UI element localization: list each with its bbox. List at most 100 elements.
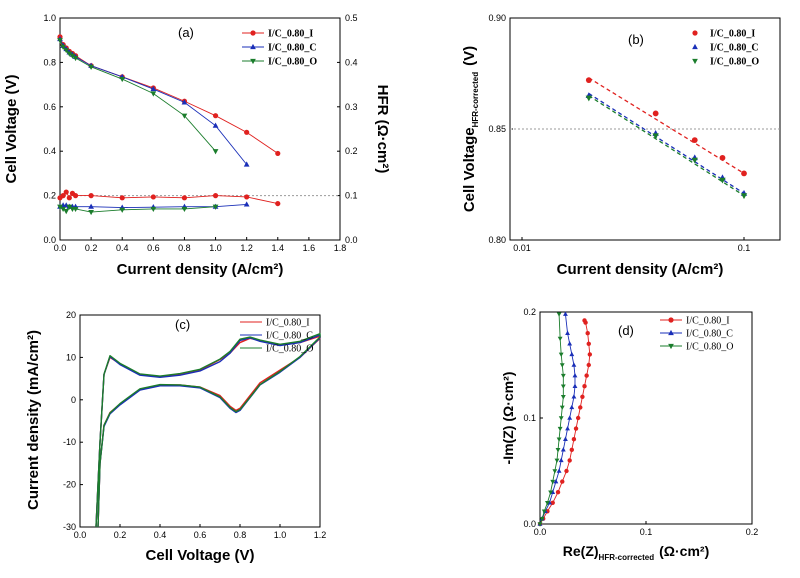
panel-c-ytick-label: -30 — [63, 522, 76, 532]
panel-a-data-point — [63, 48, 70, 54]
panel-d-data-point — [567, 458, 572, 463]
panel-d-data-point — [571, 437, 577, 442]
panel-b-data-point — [719, 177, 726, 184]
panel-c-ytick-label: 10 — [66, 352, 76, 362]
legend-entry: I/C_0.80_O — [268, 57, 317, 68]
legend-marker — [668, 329, 674, 336]
panel-d-plot-area — [537, 311, 593, 527]
panel-a-ytick-label: 0.2 — [43, 191, 56, 201]
panel-d-data-point — [585, 331, 590, 336]
panel-d-data-point — [539, 516, 545, 522]
panel-a-plot-area — [57, 34, 340, 216]
panel-a-ytick-label: 0.4 — [43, 146, 56, 156]
panel-d-data-point — [587, 352, 593, 357]
panel-a-data-point — [88, 209, 94, 216]
panel-d-data-point — [555, 448, 561, 453]
panel-d-xlabel-sub: HFR-corrected — [599, 553, 655, 562]
panel-a-xtick-label: 1.8 — [334, 243, 347, 253]
panel-d-data-point — [554, 458, 560, 464]
panel-a-ytick-label: 0.2 — [345, 146, 358, 156]
panel-d-data-point — [563, 436, 568, 441]
panel-d-data-point — [571, 362, 577, 367]
panel-a-data-point — [66, 51, 73, 57]
panel-a-y2label: HFR (Ω·cm²) — [374, 85, 391, 174]
legend-entry: I/C_0.80_O — [710, 57, 759, 68]
panel-a-frame — [59, 17, 341, 241]
panel-a-data-point — [243, 161, 250, 167]
panel-c-ytick-label: -10 — [63, 437, 76, 447]
panel-a-label: (a) — [178, 25, 194, 40]
panel-a-data-point — [275, 200, 281, 207]
panel-a-xtick-label: 0.6 — [147, 243, 160, 253]
legend-entry: I/C_0.80_I — [686, 316, 730, 327]
legend-entry: I/C_0.80_I — [710, 29, 755, 40]
panel-a-ytick-label: 0.8 — [43, 57, 56, 67]
panel-a-ytick-label: 0.0 — [43, 235, 56, 245]
panel-d-data-point — [558, 457, 564, 463]
panel-a-data-point — [60, 193, 66, 199]
panel-d-label: (d) — [618, 323, 634, 338]
panel-a-data-point — [57, 204, 63, 210]
panel-d-data-point — [559, 405, 565, 411]
panel-d-xtick-label: 0.0 — [534, 527, 547, 537]
panel-d-ytick-label: 0.2 — [523, 307, 536, 317]
panel-a-ticks: 0.0 0.2 0.4 0.6 0.8 1.0 1.2 1.4 1.6 1.80.00.20.40… — [43, 13, 357, 253]
panel-a-ylabel: Cell Voltage (V) — [3, 75, 20, 184]
panel-d-data-point — [582, 384, 587, 389]
panel-a-xtick-label: 0.2 — [85, 243, 98, 253]
panel-b-data-point — [652, 133, 659, 140]
panel-a-data-point — [69, 53, 76, 59]
panel-d-data-point — [567, 415, 573, 420]
legend-entry: I/C_0.80_O — [686, 342, 734, 353]
panel-c-ytick-label: 0 — [71, 395, 76, 405]
panel-d-xlabel: Re(Z)HFR-corrected (Ω·cm²) — [563, 543, 709, 562]
panel-d-data-point — [565, 425, 570, 431]
legend-entry: I/C_0.80_I — [266, 318, 310, 329]
panel-a-series-line — [59, 38, 248, 165]
panel-d-xlabel-unit: (Ω·cm²) — [659, 543, 709, 559]
panel-d-data-point — [571, 394, 577, 399]
panel-c-series-line — [95, 332, 321, 528]
panel-d-legend: I/C_0.80_I I/C_0.80_C I/C_0.80_O — [660, 316, 734, 353]
panel-a-data-point — [150, 194, 156, 200]
panel-d-xtick-label: 0.1 — [640, 527, 653, 537]
legend-marker — [668, 343, 674, 350]
panel-b-plot-area — [510, 77, 780, 200]
panel-d-data-point — [572, 383, 578, 388]
panel-b-label: (b) — [628, 32, 644, 47]
panel-a-ytick-label: 1.0 — [43, 13, 56, 23]
panel-b-data-point — [719, 154, 726, 161]
panel-b-data-point — [741, 170, 747, 177]
legend-marker — [250, 43, 256, 50]
panel-a-data-point — [212, 113, 219, 119]
panel-a-data-point — [181, 99, 188, 105]
panel-d-data-point — [558, 352, 564, 358]
panel-b-legend: I/C_0.80_I I/C_0.80_C I/C_0.80_O — [692, 29, 759, 68]
panel-a-xtick-label: 0.8 — [178, 243, 191, 253]
svg-text:Re(Z)HFR-corrected(Ω·cm²): Re(Z)HFR-corrected (Ω·cm²) — [563, 543, 709, 562]
panel-a-data-point — [150, 91, 157, 97]
panel-d-data-point — [569, 351, 575, 357]
panel-d-data-point — [557, 336, 563, 342]
panel-c-xtick-label: 1.0 — [274, 530, 287, 540]
panel-d-data-point — [560, 384, 566, 389]
panel-d-data-point — [580, 394, 585, 399]
panel-a-ytick-label: 0.4 — [345, 57, 358, 67]
panel-a-data-point — [244, 129, 250, 135]
panel-a-xtick-label: 1.0 — [209, 243, 222, 253]
panel-c-xtick-label: 0.4 — [154, 530, 167, 540]
panel-d-data-point — [586, 341, 591, 346]
panel-a-data-point — [181, 113, 188, 119]
panel-a-xlabel: Current density (A/cm²) — [117, 261, 284, 278]
panel-c-xlabel: Cell Voltage (V) — [146, 547, 255, 564]
panel-b-xlabel: Current density (A/cm²) — [557, 261, 724, 278]
panel-a-data-point — [119, 76, 126, 83]
panel-a-data-point — [63, 189, 69, 195]
panel-a: 0.0 0.2 0.4 0.6 0.8 1.0 1.2 1.4 1.6 1.80.00.20.40… — [3, 13, 391, 278]
panel-a-data-point — [88, 64, 94, 70]
panel-a-data-point — [181, 195, 188, 201]
panel-d-data-point — [569, 447, 574, 452]
panel-d-data-point — [567, 341, 573, 346]
panel-d-data-point — [578, 405, 583, 410]
